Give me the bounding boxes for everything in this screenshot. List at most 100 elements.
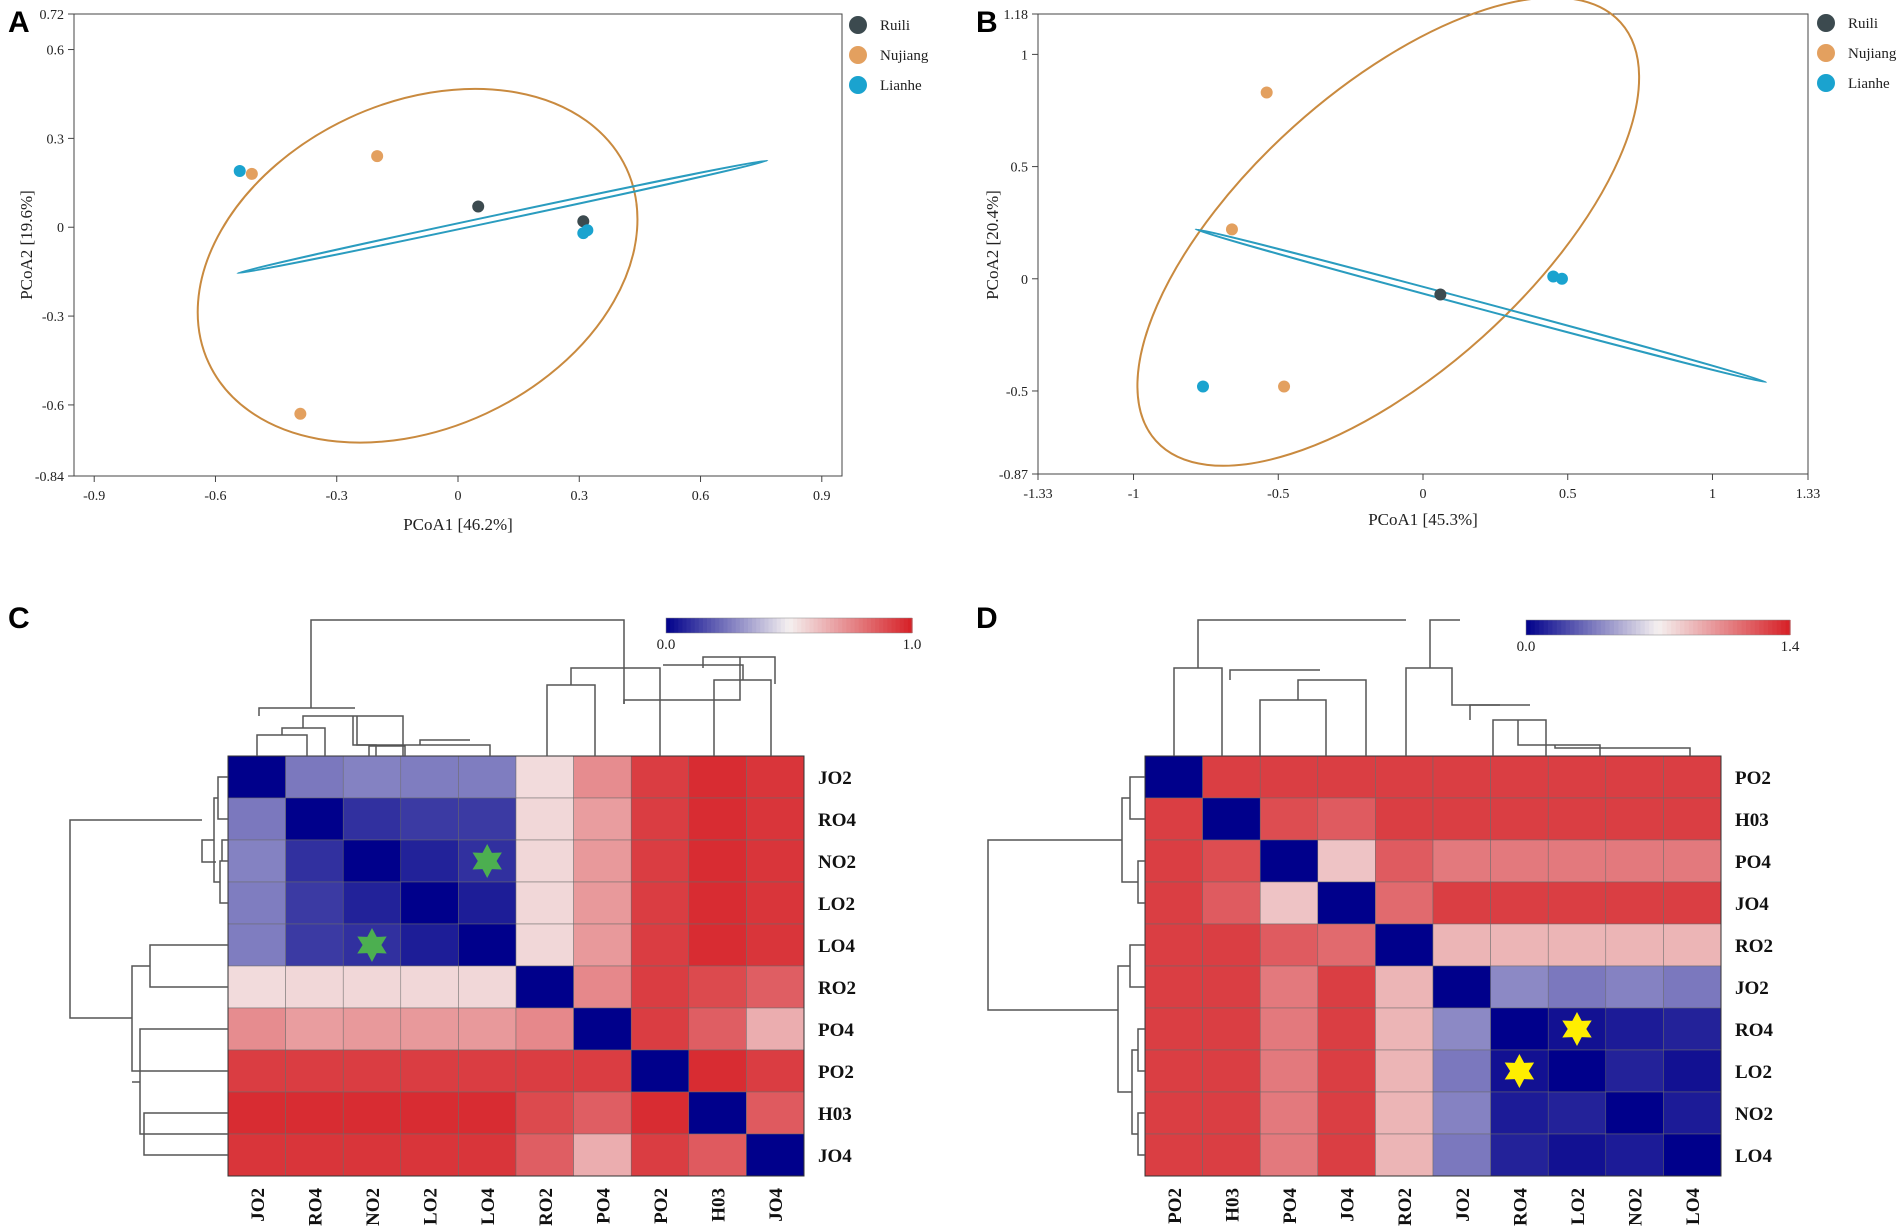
colorbar-segment	[887, 618, 893, 633]
heatmap-cell	[746, 797, 805, 841]
row-label: NO2	[818, 852, 856, 873]
column-label: NO2	[363, 1188, 384, 1226]
row-label: NO2	[1735, 1104, 1773, 1125]
column-label: H03	[709, 1188, 730, 1222]
heatmap-cell	[342, 1091, 402, 1135]
heatmap-cell	[1605, 1133, 1664, 1177]
heatmap-cell	[285, 755, 344, 799]
y-tick-label: 0.72	[40, 8, 65, 23]
data-point-lianhe	[1197, 380, 1209, 393]
colorbar-segment	[743, 618, 749, 633]
dendrogram-branch	[1197, 619, 1406, 668]
significance-star-marker	[357, 928, 387, 962]
confidence-ellipse-lianhe	[236, 159, 769, 275]
colorbar-segment	[1534, 620, 1540, 635]
plot-area-b	[1037, 13, 1809, 475]
heatmap-cell	[573, 839, 632, 883]
x-tick-label: 0	[1420, 487, 1427, 502]
colorbar-segment	[682, 618, 688, 633]
heatmap-cell	[1375, 797, 1434, 841]
heatmap-cell	[1259, 755, 1319, 799]
heatmap-cell	[1144, 755, 1203, 799]
legend-marker-lianhe	[849, 76, 867, 94]
heatmap-cell	[458, 755, 517, 799]
dendrogram-branch	[1297, 679, 1367, 756]
x-tick-label: 0.5	[1559, 487, 1577, 502]
heatmap-cell	[400, 1091, 459, 1135]
colorbar-segment	[1614, 620, 1619, 635]
dendrogram-branch	[987, 839, 1122, 1011]
row-label: JO4	[818, 1146, 852, 1167]
heatmap-cell	[1605, 965, 1664, 1009]
heatmap-cell	[1547, 1091, 1607, 1135]
colorbar-segment	[1526, 620, 1531, 635]
row-label: PO4	[818, 1020, 854, 1041]
colorbar-segment	[821, 618, 827, 633]
heatmap-cell	[746, 881, 805, 925]
legend-label-ruili: Ruili	[1848, 16, 1878, 32]
dendrogram-branch	[1405, 667, 1500, 756]
row-label: RO2	[818, 978, 856, 999]
column-label: RO4	[1510, 1188, 1531, 1227]
heatmap-cell	[227, 1007, 286, 1051]
y-axis-label-a: PCoA2 [19.6%]	[17, 190, 36, 300]
colorbar-segment	[707, 618, 712, 633]
heatmap-d: PO2 H03 PO4 JO4 RO2 JO2 RO4 LO2 NO2 LO4 PO2 H03 PO4 J…	[987, 619, 1800, 1227]
dendrogram-branch	[1259, 699, 1327, 756]
panel-letter-d: D	[976, 602, 998, 635]
colorbar-segment	[1574, 620, 1580, 635]
heatmap-cell	[515, 1049, 574, 1093]
heatmap-cell	[1317, 881, 1376, 925]
dendrogram-branch	[1229, 669, 1320, 680]
colorbar-segment	[817, 618, 823, 633]
heatmap-cell	[400, 923, 459, 967]
significance-star-marker	[1562, 1012, 1592, 1046]
heatmap-cell	[400, 1049, 459, 1093]
heatmap-cell	[1375, 881, 1434, 925]
dendrogram-branch	[258, 707, 355, 716]
heatmap-cell	[746, 1091, 805, 1135]
colorbar-segment	[834, 618, 839, 633]
y-tick-label: 1	[1021, 48, 1028, 63]
colorbar-segment	[805, 618, 811, 633]
heatmap-cell	[1490, 1007, 1549, 1051]
dendrogram-branch	[310, 619, 625, 708]
heatmap-cell	[458, 881, 517, 925]
colorbar-segment	[1539, 620, 1545, 635]
colorbar-segment	[1565, 620, 1571, 635]
row-label: RO4	[1735, 1020, 1774, 1041]
heatmap-cell	[1432, 923, 1491, 967]
colorbar-segment	[830, 618, 835, 633]
heatmap-cell	[688, 965, 747, 1009]
colorbar-segment	[858, 618, 864, 633]
row-label: PO2	[1735, 768, 1771, 789]
heatmap-cell	[1259, 965, 1319, 1009]
colorbar-segment	[752, 618, 757, 633]
y-tick-label: -0.3	[42, 310, 64, 325]
heatmap-cell	[1317, 923, 1376, 967]
heatmap-cell	[227, 1049, 286, 1093]
colorbar-segment	[899, 618, 905, 633]
dendrogram-branch	[713, 679, 772, 756]
heatmap-cell	[630, 923, 690, 967]
heatmap-cell	[285, 1049, 344, 1093]
colorbar-segment	[1640, 620, 1646, 635]
colorbar-segment	[719, 618, 724, 633]
heatmap-cell	[1202, 1007, 1261, 1051]
heatmap-cell	[630, 1091, 690, 1135]
row-label: LO4	[1735, 1146, 1772, 1167]
row-label: RO2	[1735, 936, 1773, 957]
heatmap-cell	[515, 797, 574, 841]
heatmap-cell	[573, 1007, 632, 1051]
y-tick-label: 0	[57, 221, 64, 236]
column-label: LO4	[1683, 1188, 1704, 1225]
heatmap-cell	[515, 1007, 574, 1051]
x-axis-label-b: PCoA1 [45.3%]	[1368, 510, 1478, 529]
column-label: RO2	[1395, 1188, 1416, 1226]
colorbar-segment	[748, 618, 753, 633]
colorbar-segment	[1697, 620, 1703, 635]
y-tick-label: 0.5	[1011, 161, 1029, 176]
heatmap-cell	[227, 1091, 286, 1135]
colorbar-segment	[1605, 620, 1611, 635]
heatmap-cell	[1490, 881, 1549, 925]
